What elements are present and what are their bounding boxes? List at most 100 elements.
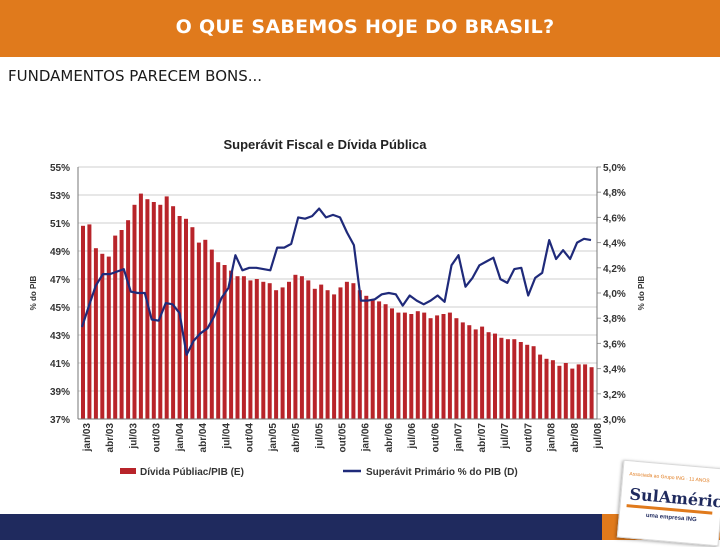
left-tick-label: 39% xyxy=(50,387,70,398)
debt-bar xyxy=(119,230,124,419)
debt-bar xyxy=(557,365,562,419)
slide-subtitle: FUNDAMENTOS PARECEM BONS... xyxy=(8,67,263,85)
right-tick-label: 3,4% xyxy=(603,365,626,376)
debt-bar xyxy=(151,202,156,419)
debt-bar xyxy=(293,274,298,419)
debt-bar xyxy=(441,314,446,419)
debt-bar xyxy=(190,227,195,419)
x-tick-label: jul/05 xyxy=(314,423,325,450)
debt-bar xyxy=(229,270,234,419)
x-tick-label: abr/06 xyxy=(384,423,395,453)
debt-bar xyxy=(570,368,575,419)
debt-bar xyxy=(319,284,324,419)
debt-bar xyxy=(113,235,118,419)
debt-bar xyxy=(467,325,472,419)
debt-bar xyxy=(576,364,581,419)
x-tick-label: jul/04 xyxy=(221,423,232,450)
debt-bar xyxy=(493,333,497,419)
debt-bar xyxy=(344,281,349,419)
debt-bar xyxy=(409,314,414,419)
x-tick-label: out/05 xyxy=(338,423,349,453)
debt-bar xyxy=(531,346,536,419)
debt-bar xyxy=(338,287,343,419)
title-banner: O QUE SABEMOS HOJE DO BRASIL? xyxy=(0,0,720,57)
right-tick-label: 3,6% xyxy=(603,339,626,350)
x-tick-label: abr/08 xyxy=(570,423,581,453)
debt-bar xyxy=(280,287,285,419)
debt-bar xyxy=(357,290,362,419)
right-tick-label: 3,2% xyxy=(603,390,626,401)
right-tick-label: 4,0% xyxy=(603,289,626,300)
debt-bar xyxy=(402,312,407,419)
x-tick-label: out/03 xyxy=(152,423,163,453)
x-tick-label: out/04 xyxy=(245,423,256,453)
debt-bar xyxy=(241,276,246,419)
footer-bar xyxy=(0,514,602,540)
debt-bar xyxy=(415,311,420,419)
left-tick-label: 41% xyxy=(50,359,70,370)
left-tick-label: 53% xyxy=(50,191,70,202)
x-tick-label: jul/03 xyxy=(129,423,140,450)
x-tick-label: jul/08 xyxy=(593,423,604,450)
right-tick-label: 4,6% xyxy=(603,213,626,224)
debt-bar xyxy=(435,315,440,419)
debt-bar xyxy=(312,288,317,419)
debt-bar xyxy=(377,301,382,419)
debt-bar xyxy=(460,322,465,419)
debt-bar xyxy=(505,339,510,419)
debt-bar xyxy=(216,262,221,419)
debt-bar xyxy=(583,364,588,419)
right-tick-label: 3,0% xyxy=(603,415,626,426)
debt-bar xyxy=(171,206,176,419)
x-tick-label: abr/07 xyxy=(477,423,488,453)
x-tick-label: abr/04 xyxy=(198,423,209,453)
debt-bar xyxy=(486,332,491,419)
debt-bar xyxy=(235,276,240,419)
debt-bar xyxy=(164,196,169,419)
debt-bar xyxy=(390,308,394,419)
debt-bar xyxy=(396,312,401,419)
x-tick-label: jan/05 xyxy=(268,423,279,453)
debt-bar xyxy=(209,249,214,419)
slide-title: O QUE SABEMOS HOJE DO BRASIL? xyxy=(175,16,555,38)
left-tick-label: 49% xyxy=(50,247,70,258)
debt-bar xyxy=(454,318,459,419)
debt-bar xyxy=(100,253,105,419)
debt-bar xyxy=(132,204,137,419)
debt-bar xyxy=(274,290,279,419)
left-tick-label: 45% xyxy=(50,303,70,314)
left-tick-label: 43% xyxy=(50,331,70,342)
debt-bar xyxy=(106,256,111,419)
sulamerica-logo: Associada ao Grupo ING · 11 ANOS SulAmér… xyxy=(616,459,720,547)
debt-bar xyxy=(422,312,427,419)
debt-bar xyxy=(254,279,259,419)
x-tick-label: out/07 xyxy=(523,423,534,453)
debt-bar xyxy=(351,283,356,419)
debt-bar xyxy=(428,318,433,419)
debt-bar xyxy=(544,358,549,419)
debt-bar xyxy=(370,300,375,419)
debt-bar xyxy=(138,193,143,419)
right-tick-label: 5,0% xyxy=(603,163,626,174)
surplus-line xyxy=(80,207,592,356)
debt-bar xyxy=(267,283,272,419)
debt-bar xyxy=(563,363,568,419)
left-tick-label: 51% xyxy=(50,219,70,230)
debt-bar xyxy=(364,295,369,419)
chart-title: Superávit Fiscal e Dívida Pública xyxy=(223,137,427,152)
left-tick-label: 55% xyxy=(50,163,70,174)
fiscal-debt-chart: Superávit Fiscal e Dívida Pública 37% 39% 4… xyxy=(29,137,646,478)
debt-bar xyxy=(525,344,530,419)
legend-bar-swatch xyxy=(120,468,136,474)
debt-bar xyxy=(184,218,188,419)
debt-bar xyxy=(518,342,523,419)
debt-bar xyxy=(196,242,201,419)
logo-tagline: Associada ao Grupo ING · 11 ANOS xyxy=(629,471,710,485)
x-tick-label: jan/03 xyxy=(82,423,93,453)
debt-bar xyxy=(325,290,330,419)
x-tick-label: out/06 xyxy=(430,423,441,453)
debt-bar xyxy=(287,281,291,419)
left-axis-label: % do PIB xyxy=(29,275,38,310)
debt-bar xyxy=(126,220,131,419)
debt-bar xyxy=(589,367,594,419)
